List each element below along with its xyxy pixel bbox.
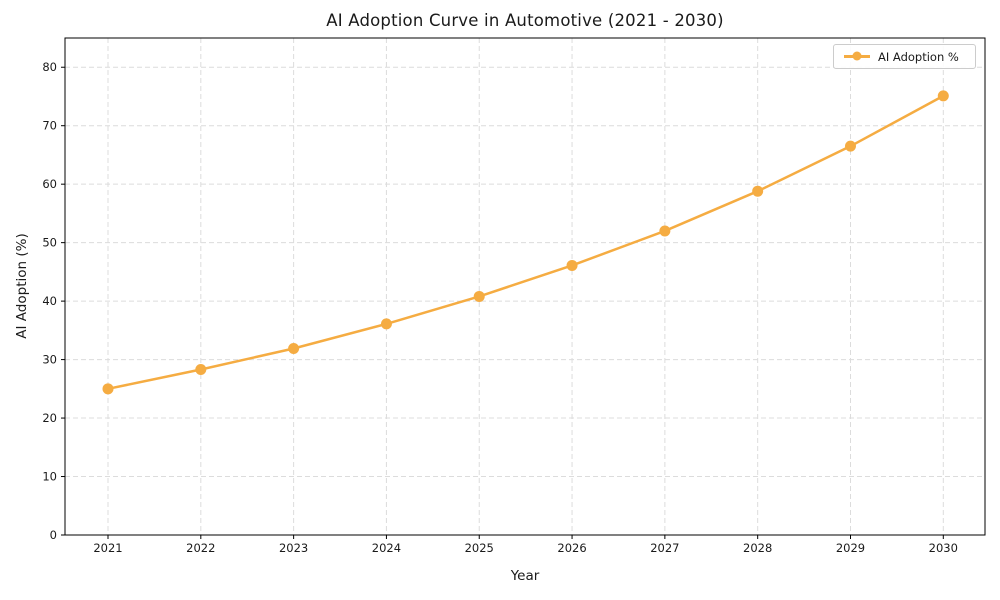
x-tick-label: 2023 [279, 541, 308, 555]
data-point-marker [659, 225, 671, 237]
data-point-marker [752, 185, 764, 197]
x-tick-label: 2024 [372, 541, 401, 555]
x-tick-label: 2027 [650, 541, 679, 555]
legend-line-marker-icon [844, 55, 870, 58]
x-tick-label: 2026 [557, 541, 586, 555]
data-point-marker [102, 383, 114, 395]
y-tick-label: 50 [42, 236, 57, 250]
adoption-line [106, 94, 945, 391]
x-tick-label: 2025 [465, 541, 494, 555]
x-tick-label: 2030 [929, 541, 958, 555]
y-tick-label: 20 [42, 411, 57, 425]
x-tick-label: 2028 [743, 541, 772, 555]
data-point-marker [566, 259, 578, 271]
y-tick-label: 0 [50, 528, 57, 542]
y-axis-label: AI Adoption (%) [14, 233, 30, 339]
plot-frame [64, 37, 986, 536]
y-tick-label: 10 [42, 470, 57, 484]
data-point-marker [195, 364, 207, 376]
data-point-marker [380, 318, 392, 330]
chart-title: AI Adoption Curve in Automotive (2021 - … [326, 11, 724, 30]
y-tick-label: 70 [42, 119, 57, 133]
y-tick-label: 60 [42, 177, 57, 191]
y-tick-label: 80 [42, 60, 57, 74]
data-point-marker [937, 90, 949, 102]
data-point-marker [844, 140, 856, 152]
x-axis-label: Year [510, 568, 540, 584]
x-tick-label: 2022 [186, 541, 215, 555]
legend-label: AI Adoption % [878, 49, 959, 64]
x-tick-label: 2021 [93, 541, 122, 555]
data-point-marker [288, 342, 300, 354]
data-point-marker [473, 290, 485, 302]
y-tick-label: 30 [42, 353, 57, 367]
y-tick-label: 40 [42, 294, 57, 308]
legend: AI Adoption % [833, 44, 976, 69]
x-tick-label: 2029 [836, 541, 865, 555]
